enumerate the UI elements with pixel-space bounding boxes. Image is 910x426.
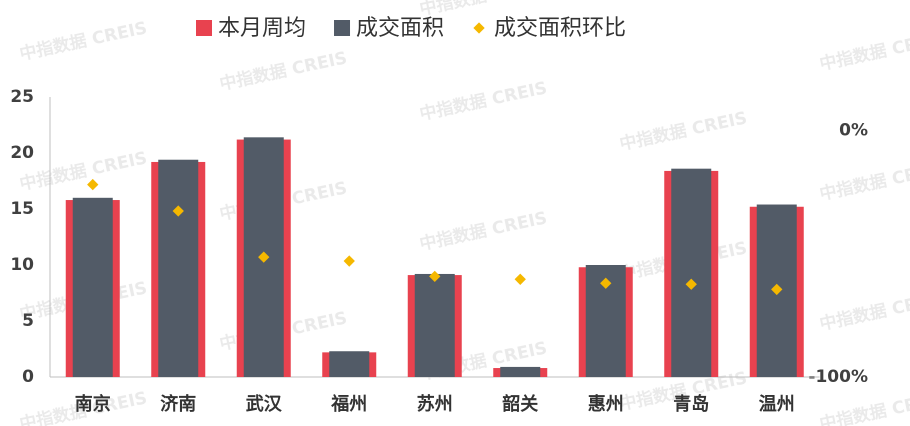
watermark: 中指数据 CREIS bbox=[18, 147, 149, 195]
watermark: 中指数据 CREIS bbox=[418, 77, 549, 125]
x-tick-label: 温州 bbox=[759, 394, 795, 415]
legend-label: 成交面积环比 bbox=[494, 16, 626, 41]
y-tick-label: 0 bbox=[22, 367, 34, 387]
x-tick-label: 福州 bbox=[330, 393, 367, 415]
marker bbox=[87, 178, 99, 191]
legend-label: 成交面积 bbox=[356, 16, 444, 41]
bar bbox=[500, 366, 541, 377]
watermark: 中指数据 CREIS bbox=[218, 47, 349, 95]
marker bbox=[514, 273, 526, 285]
bar bbox=[158, 159, 199, 377]
y-tick-label: 5 bbox=[22, 311, 34, 331]
watermark: 中指数据 CREIS bbox=[818, 387, 910, 426]
bar bbox=[329, 351, 370, 377]
x-tick-label: 韶关 bbox=[502, 393, 538, 415]
marker bbox=[600, 277, 612, 289]
bar bbox=[414, 273, 455, 377]
watermark: 中指数据 CREIS bbox=[418, 207, 549, 255]
y2-tick-label: -100% bbox=[808, 367, 868, 387]
bar bbox=[671, 168, 712, 377]
legend-swatch bbox=[473, 22, 485, 34]
marker bbox=[685, 278, 697, 290]
y2-tick-label: 0% bbox=[839, 120, 868, 140]
x-tick-label: 南京 bbox=[75, 393, 111, 415]
x-tick-label: 苏州 bbox=[417, 393, 453, 415]
bar bbox=[72, 197, 113, 377]
watermark: 中指数据 CREIS bbox=[818, 287, 910, 335]
x-tick-label: 青岛 bbox=[673, 393, 709, 415]
watermark: 中指数据 CREIS bbox=[818, 157, 910, 205]
watermark: 中指数据 CREIS bbox=[18, 17, 149, 65]
y-tick-label: 20 bbox=[10, 143, 34, 163]
legend-swatch bbox=[196, 20, 212, 36]
marker bbox=[343, 255, 355, 267]
y-tick-label: 25 bbox=[10, 87, 34, 107]
legend-swatch bbox=[334, 20, 351, 36]
y-tick-label: 10 bbox=[10, 255, 34, 275]
x-tick-label: 武汉 bbox=[246, 394, 283, 415]
legend-label: 本月周均 bbox=[218, 16, 306, 41]
marker bbox=[172, 205, 184, 217]
watermark: 中指数据 CREIS bbox=[818, 27, 910, 75]
marker bbox=[429, 270, 441, 283]
x-tick-label: 惠州 bbox=[588, 394, 624, 415]
marker bbox=[771, 283, 783, 296]
y-tick-label: 15 bbox=[10, 199, 34, 219]
watermark: 中指数据 CREIS bbox=[618, 107, 749, 155]
x-tick-label: 济南 bbox=[160, 393, 196, 415]
